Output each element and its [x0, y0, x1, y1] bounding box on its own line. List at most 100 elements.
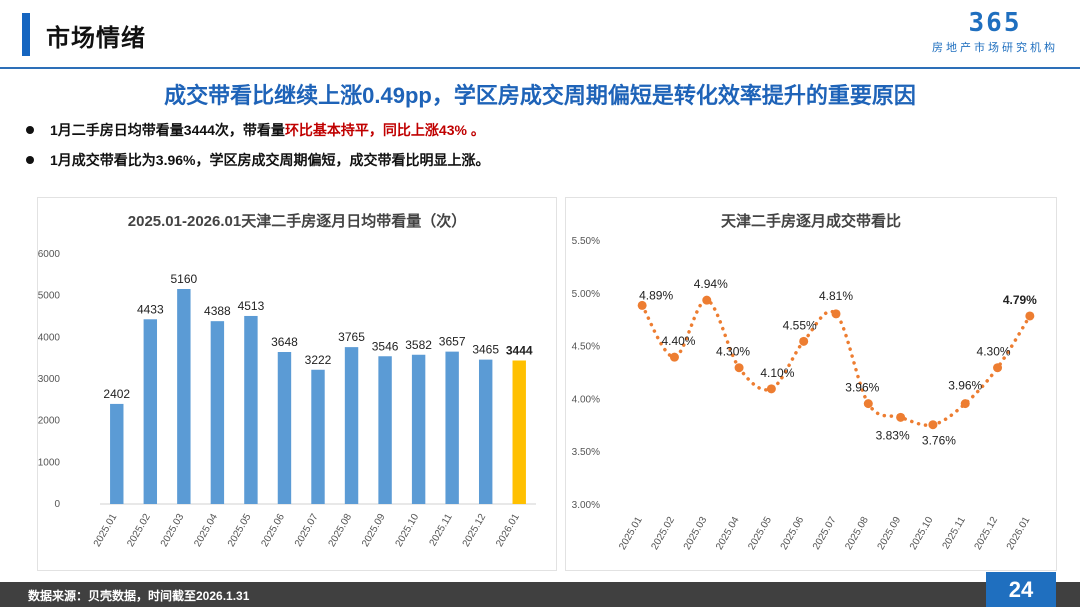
y-tick-label: 4.00% — [572, 394, 600, 405]
bar — [277, 352, 292, 504]
y-tick-label: 3.50% — [572, 447, 600, 458]
bullet-dot — [26, 156, 34, 164]
bar-chart-title: 2025.01-2026.01天津二手房逐月日均带看量（次） — [128, 212, 466, 230]
series-point — [831, 309, 841, 319]
page-title: 市场情绪 — [46, 25, 146, 52]
bar-value-label: 4433 — [137, 302, 164, 316]
bar — [244, 315, 258, 504]
series-point — [766, 384, 776, 394]
series-point — [993, 363, 1003, 373]
data-source: 数据来源：贝壳数据，时间截至2026.1.31 — [28, 589, 250, 603]
x-tick-label: 2025.01 — [617, 515, 645, 552]
x-tick-label: 2025.07 — [293, 512, 321, 549]
header-bar: 市场情绪 365 房地产市场研究机构 — [0, 0, 1080, 70]
point-value-label: 3.76% — [922, 434, 956, 448]
series-point — [637, 300, 647, 310]
bar — [344, 347, 359, 504]
x-tick-label: 2026.01 — [1005, 515, 1033, 552]
x-tick-label: 2025.10 — [908, 515, 936, 552]
bar-value-label: 3657 — [439, 335, 466, 349]
point-value-label: 4.10% — [760, 366, 794, 380]
bar-value-label: 3465 — [472, 343, 499, 357]
y-tick-label: 5000 — [38, 291, 60, 302]
series-line — [640, 298, 1032, 427]
bullet-list: 1月二手房日均带看量3444次，带看量环比基本持平，同比上涨43% 。 1月成交… — [22, 118, 1062, 178]
x-tick-label: 2025.02 — [649, 515, 677, 552]
point-value-label: 3.83% — [876, 428, 910, 442]
footer-bar: 数据来源：贝壳数据，时间截至2026.1.31 — [0, 582, 1080, 607]
point-value-label: 3.96% — [948, 379, 982, 393]
x-tick-label: 2025.05 — [746, 515, 774, 552]
bar — [143, 319, 158, 504]
point-value-label: 4.89% — [639, 288, 673, 302]
series-point — [702, 295, 712, 305]
x-tick-label: 2025.11 — [428, 512, 455, 549]
series-point — [669, 352, 679, 362]
bar — [311, 369, 325, 504]
bar-value-label: 3444 — [506, 344, 533, 358]
bar — [478, 359, 493, 504]
x-tick-label: 2025.03 — [159, 512, 187, 549]
series-point — [734, 363, 744, 373]
x-tick-label: 2026.01 — [494, 512, 522, 549]
series-point — [960, 399, 970, 409]
line-chart-title: 天津二手房逐月成交带看比 — [721, 212, 901, 230]
x-tick-label: 2025.12 — [973, 515, 1001, 552]
bar — [177, 289, 191, 504]
bar-value-label: 4513 — [238, 299, 265, 313]
bar — [210, 321, 225, 504]
x-tick-label: 2025.12 — [461, 512, 489, 549]
y-tick-label: 6000 — [38, 249, 60, 260]
point-value-label: 4.30% — [977, 345, 1011, 359]
line-chart: 天津二手房逐月成交带看比 3.00% 3.50% 4.00% 4.50% 5.00% 5.5… — [572, 212, 1038, 552]
y-tick-label: 3000 — [38, 374, 60, 385]
x-tick-label: 2025.08 — [843, 515, 871, 552]
point-value-label: 4.79% — [1003, 293, 1037, 307]
page-number: 24 — [986, 572, 1056, 607]
x-tick-label: 2025.10 — [394, 512, 422, 549]
x-tick-label: 2025.07 — [811, 515, 839, 552]
x-tick-label: 2025.09 — [360, 512, 388, 549]
x-tick-label: 2025.06 — [259, 512, 287, 549]
bar-value-label: 3582 — [405, 338, 432, 352]
x-tick-label: 2025.03 — [682, 515, 710, 552]
bar-value-label: 3765 — [338, 330, 365, 344]
x-tick-label: 2025.05 — [226, 512, 254, 549]
y-tick-label: 4000 — [38, 332, 60, 343]
series-point — [928, 420, 938, 430]
y-tick-label: 3.00% — [572, 500, 600, 511]
series-point — [1025, 311, 1035, 321]
bar — [110, 403, 124, 504]
y-tick-label: 0 — [54, 499, 60, 510]
bar-chart: 2025.01-2026.01天津二手房逐月日均带看量（次） 0 1000 2000 3… — [38, 212, 536, 549]
brand-logo: 365 房地产市场研究机构 — [925, 8, 1065, 62]
bullet-text: 1月成交带看比为3.96%，学区房成交周期偏短，成交带看比明显上涨。 — [50, 152, 490, 168]
x-tick-label: 2025.09 — [876, 515, 904, 552]
bullet-highlight: 环比基本持平，同比上涨43% — [284, 122, 467, 138]
bullet-item: 1月二手房日均带看量3444次，带看量环比基本持平，同比上涨43% 。 — [22, 118, 1062, 148]
y-tick-label: 4.50% — [572, 342, 600, 353]
bullet-item: 1月成交带看比为3.96%，学区房成交周期偏短，成交带看比明显上涨。 — [22, 148, 1062, 178]
y-tick-label: 2000 — [38, 416, 60, 427]
logo-number: 365 — [968, 8, 1022, 38]
point-value-label: 4.81% — [819, 289, 853, 303]
x-tick-label: 2025.08 — [327, 512, 355, 549]
x-tick-label: 2025.01 — [92, 512, 120, 549]
bar-value-label: 2402 — [103, 387, 130, 401]
logo-subtitle: 房地产市场研究机构 — [932, 42, 1058, 54]
x-tick-label: 2025.02 — [125, 512, 153, 549]
bar-value-label: 3546 — [372, 339, 399, 353]
point-value-label: 3.96% — [845, 381, 879, 395]
series-point — [799, 336, 809, 346]
point-value-label: 4.55% — [783, 318, 817, 332]
headline: 成交带看比继续上涨0.49pp，学区房成交周期偏短是转化效率提升的重要原因 — [164, 83, 916, 108]
x-tick-label: 2025.11 — [941, 515, 968, 552]
bar — [411, 354, 426, 504]
series-point — [863, 399, 873, 409]
bullet-text: 1月二手房日均带看量3444次，带看量 — [50, 122, 285, 138]
point-value-label: 4.40% — [661, 334, 695, 348]
bar-chart-panel: 2025.01-2026.01天津二手房逐月日均带看量（次） 0 1000 2000 3… — [37, 197, 557, 571]
y-tick-label: 5.50% — [572, 236, 600, 247]
bar — [445, 351, 459, 504]
y-tick-label: 5.00% — [572, 289, 600, 300]
